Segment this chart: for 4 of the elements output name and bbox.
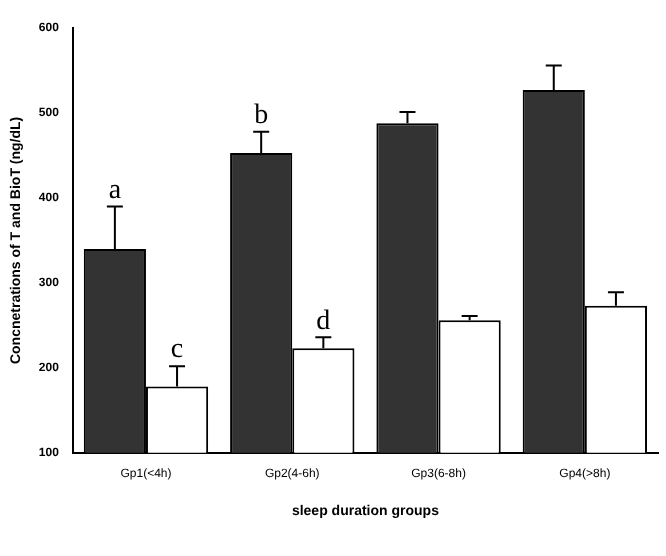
annotation: d [316, 306, 331, 337]
annotation: a [108, 175, 123, 206]
annotation: c [170, 335, 184, 366]
annotation: b [254, 100, 269, 131]
